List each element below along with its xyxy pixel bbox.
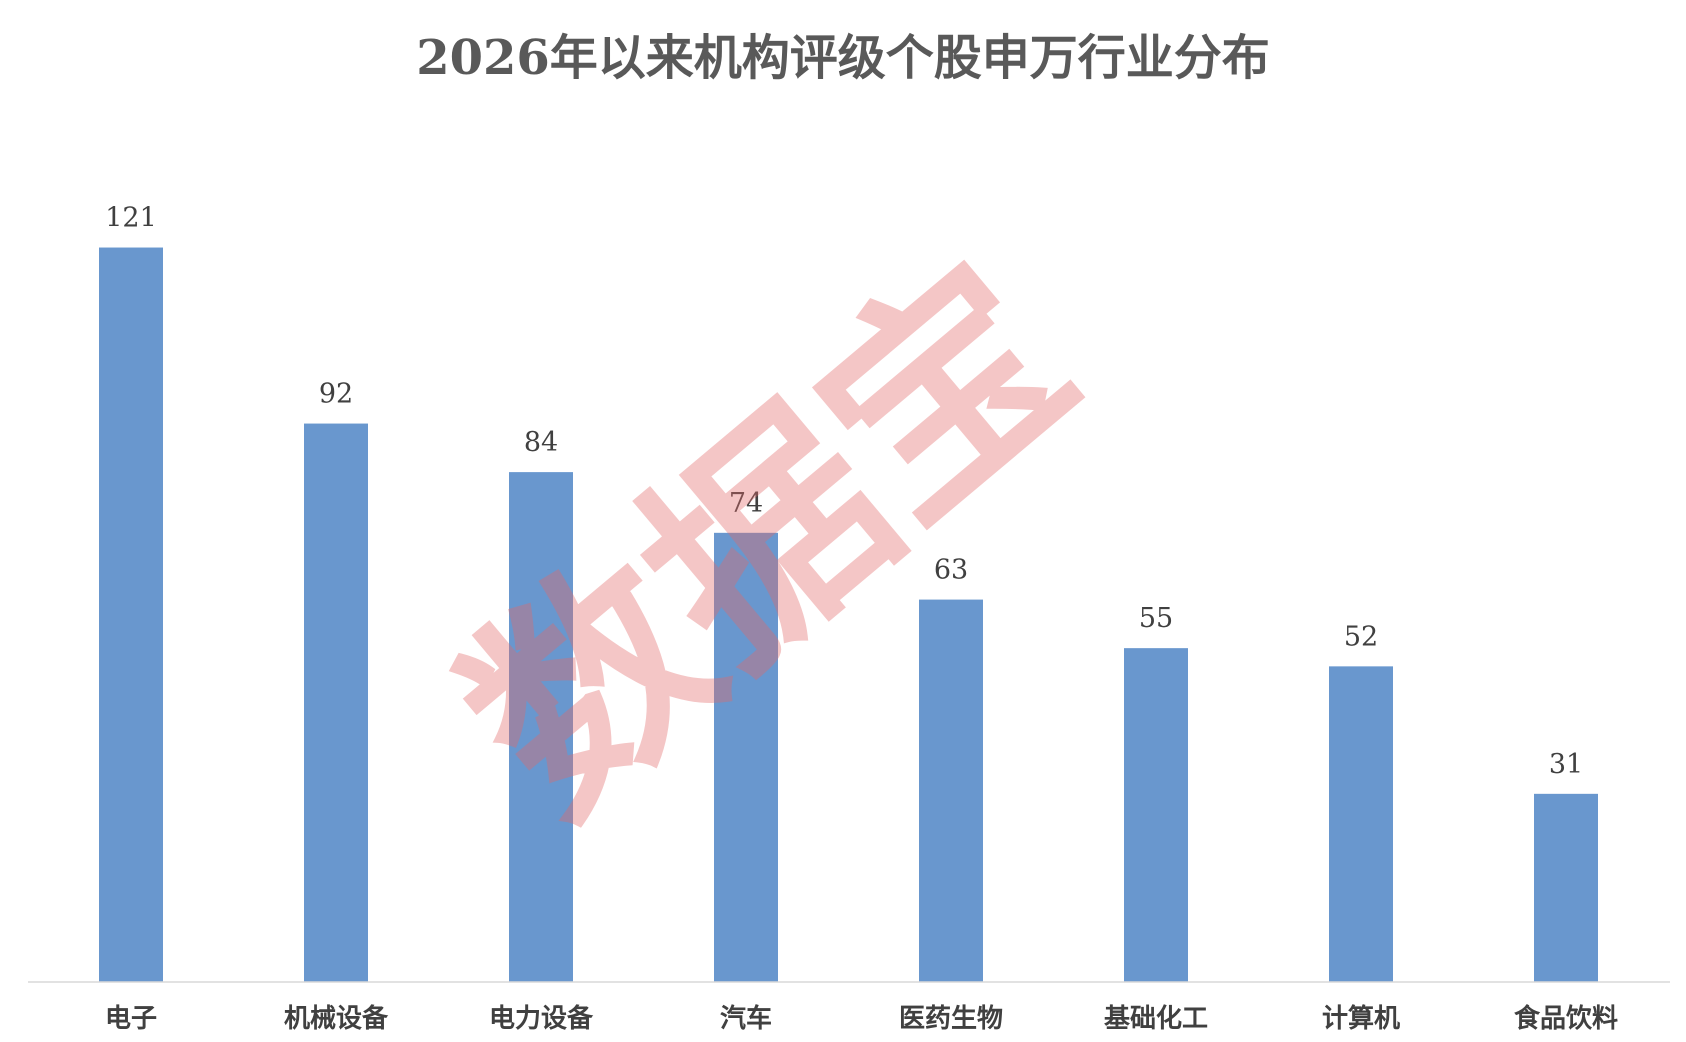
bar-4 — [714, 532, 778, 982]
bar-2 — [304, 423, 368, 982]
bar-5 — [919, 599, 983, 982]
category-label-8: 食品饮料 — [1514, 1003, 1618, 1034]
data-label-2: 92 — [319, 379, 353, 410]
category-label-6: 基础化工 — [1104, 1004, 1208, 1034]
data-label-4: 74 — [729, 488, 763, 519]
chart-title: 2026年以来机构评级个股申万行业分布 — [416, 30, 1270, 86]
bar-8 — [1534, 793, 1598, 982]
bars-layer — [99, 247, 1598, 982]
data-label-6: 55 — [1139, 603, 1173, 634]
bar-7 — [1329, 666, 1393, 982]
data-label-7: 52 — [1344, 621, 1378, 652]
category-labels: 电子 机械设备 电力设备 汽车 医药生物 基础化工 计算机 食品饮料 — [105, 1003, 1618, 1034]
data-label-3: 84 — [524, 427, 558, 458]
data-label-1: 121 — [105, 203, 157, 234]
category-label-7: 计算机 — [1322, 1003, 1400, 1034]
category-label-1: 电子 — [105, 1004, 157, 1034]
category-label-3: 电力设备 — [489, 1004, 594, 1034]
data-label-5: 63 — [934, 555, 968, 586]
bar-3 — [509, 472, 573, 982]
bar-1 — [99, 247, 163, 982]
category-label-4: 汽车 — [720, 1003, 772, 1034]
category-label-2: 机械设备 — [284, 1004, 389, 1034]
bar-6 — [1124, 648, 1188, 982]
data-labels: 121 92 84 74 63 55 52 31 — [105, 203, 1583, 780]
category-label-5: 医药生物 — [899, 1004, 1003, 1034]
data-label-8: 31 — [1549, 749, 1583, 780]
